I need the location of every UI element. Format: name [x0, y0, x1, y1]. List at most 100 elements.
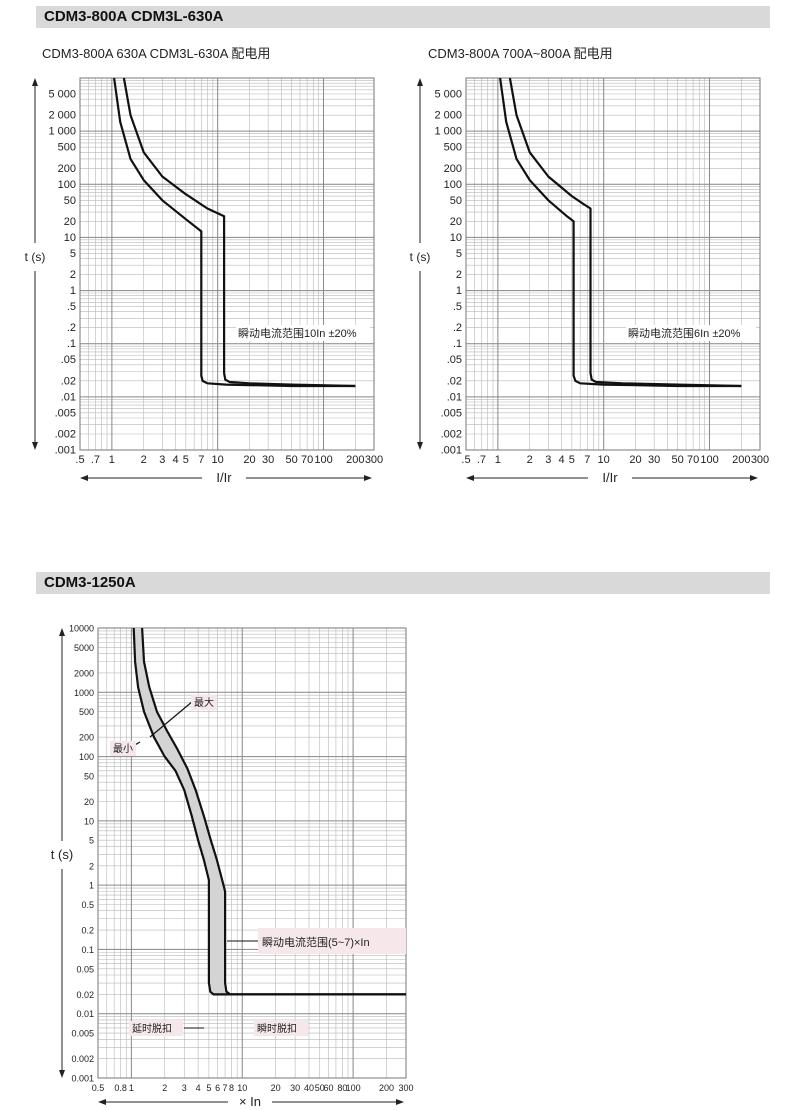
x-tick-label: 50 [315, 1083, 325, 1093]
x-axis-title: × In [239, 1094, 261, 1109]
y-tick-label: 2 [70, 269, 76, 281]
x-tick-label: 7 [198, 454, 204, 466]
y-tick-label: 1 [89, 881, 94, 891]
y-tick-label: 200 [58, 163, 76, 175]
x-tick-label: 20 [629, 454, 641, 466]
x-tick-label: 100 [314, 454, 332, 466]
y-tick-label: 10000 [69, 624, 94, 634]
y-tick-label: 2 000 [434, 110, 462, 122]
x-tick-label: 300 [751, 454, 769, 466]
y-tick-label: .02 [447, 375, 462, 387]
y-tick-label: 0.1 [81, 945, 94, 955]
y-tick-label: 200 [444, 163, 462, 175]
y-tick-label: 200 [79, 733, 94, 743]
section-title-2: CDM3-1250A [44, 574, 136, 591]
y-tick-label: 0.005 [71, 1029, 94, 1039]
trip-curve-lower [499, 78, 742, 388]
x-tick-label: 30 [290, 1083, 300, 1093]
y-tick-label: 0.002 [71, 1054, 94, 1064]
x-axis-arrow-right [364, 475, 372, 481]
label-min-bg [110, 741, 136, 756]
label-max-bg [191, 695, 217, 710]
x-tick-label: 1 [495, 454, 501, 466]
x-tick-label: 4 [559, 454, 565, 466]
instant-range-annotation: 瞬动电流范围6In ±20% [628, 326, 741, 340]
trip-band-fill [133, 628, 406, 995]
label-instant-trip: 瞬时脱扣 [257, 1022, 297, 1035]
y-tick-label: 500 [444, 142, 462, 154]
x-tick-label: 7 [584, 454, 590, 466]
y-tick-label: .001 [55, 445, 76, 457]
x-tick-label: 10 [598, 454, 610, 466]
y-tick-label: .001 [441, 445, 462, 457]
y-tick-label: 20 [450, 216, 462, 228]
instant-range-annotation: 瞬动电流范围10In ±20% [238, 326, 357, 340]
label-delay-trip: 延时脱扣 [132, 1022, 172, 1035]
y-tick-label: 2 [89, 861, 94, 871]
y-tick-label: 1 [456, 285, 462, 297]
y-tick-label: 1 [70, 285, 76, 297]
y-tick-label: .005 [441, 407, 462, 419]
x-tick-label: .5 [75, 454, 84, 466]
y-axis-arrow-up [417, 78, 423, 86]
y-axis-arrow-up [32, 78, 38, 86]
y-axis-title: t (s) [51, 847, 73, 862]
x-tick-label: 200 [379, 1083, 394, 1093]
trip-curve-upper [122, 78, 356, 388]
x-tick-label: 1 [109, 454, 115, 466]
y-tick-label: .02 [61, 375, 76, 387]
trip-curve-lower [132, 628, 406, 996]
x-tick-label: 70 [301, 454, 313, 466]
x-tick-label: 50 [672, 454, 684, 466]
y-tick-label: 0.05 [76, 964, 94, 974]
y-tick-label: 1000 [74, 688, 94, 698]
y-tick-label: 2 000 [48, 110, 76, 122]
x-tick-label: 20 [271, 1083, 281, 1093]
x-tick-label: 1 [129, 1083, 134, 1093]
chart1-title: CDM3-800A 630A CDM3L-630A 配电用 [42, 46, 271, 61]
x-axis-arrow-right [750, 475, 758, 481]
y-tick-label: 5 [456, 248, 462, 260]
x-tick-label: .7 [91, 454, 100, 466]
y-tick-label: .1 [67, 338, 76, 350]
y-tick-label: .2 [453, 322, 462, 334]
x-axis-title: I/Ir [216, 470, 232, 485]
y-tick-label: .5 [453, 301, 462, 313]
y-tick-label: .01 [61, 391, 76, 403]
label-max: 最大 [194, 696, 214, 709]
y-axis-arrow-down [417, 442, 423, 450]
y-tick-label: 20 [64, 216, 76, 228]
x-axis-arrow-right [396, 1099, 404, 1105]
x-tick-label: 70 [687, 454, 699, 466]
label-instant-range-bg [258, 928, 406, 954]
label-delay-trip-bg [129, 1021, 183, 1036]
y-tick-label: 10 [84, 816, 94, 826]
y-tick-label: 500 [79, 707, 94, 717]
y-tick-label: 5 [70, 248, 76, 260]
annotation-bg [236, 325, 370, 341]
section-header-2: CDM3-1250A [36, 572, 770, 594]
y-tick-label: 2 [456, 269, 462, 281]
plot-frame [465, 77, 761, 451]
y-axis-title: t (s) [410, 250, 431, 264]
annotation-bg [626, 325, 756, 341]
x-tick-label: 20 [243, 454, 255, 466]
x-tick-label: 3 [159, 454, 165, 466]
x-tick-label: 7 [223, 1083, 228, 1093]
x-tick-label: 60 [324, 1083, 334, 1093]
x-tick-label: 100 [700, 454, 718, 466]
min-pointer-line [132, 741, 141, 747]
x-tick-label: 0.8 [114, 1083, 127, 1093]
y-tick-label: 100 [58, 179, 76, 191]
y-tick-label: .2 [67, 322, 76, 334]
y-tick-label: 50 [450, 195, 462, 207]
x-tick-label: 30 [262, 454, 274, 466]
y-tick-label: .002 [55, 429, 76, 441]
x-axis-title: I/Ir [602, 470, 618, 485]
plot-frame [97, 627, 407, 1079]
y-tick-label: 10 [450, 232, 462, 244]
y-tick-label: 5 000 [434, 88, 462, 100]
x-tick-label: 4 [173, 454, 179, 466]
y-tick-label: .5 [67, 301, 76, 313]
